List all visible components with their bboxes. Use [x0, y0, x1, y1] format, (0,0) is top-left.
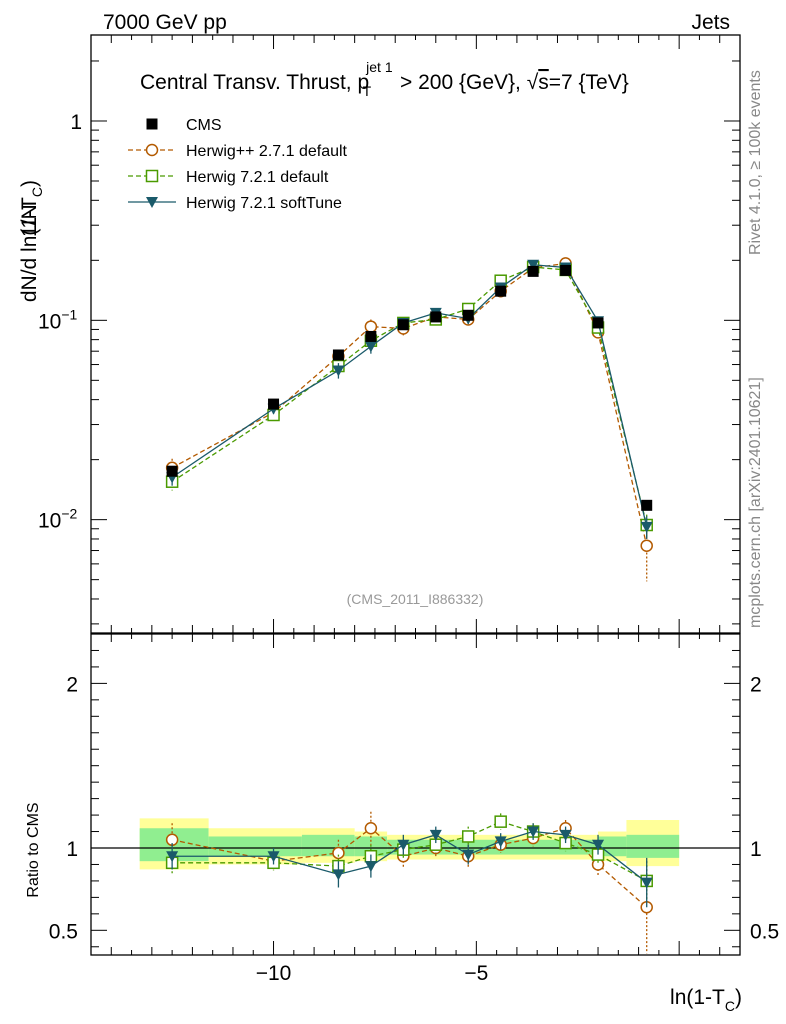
data-point — [640, 521, 653, 533]
y-tick-label: 1 — [70, 111, 82, 134]
data-point — [365, 330, 377, 342]
ratio-point — [527, 826, 540, 838]
rivet-label: Rivet 4.1.0, ≥ 100k events — [747, 70, 764, 255]
ratio-tick-label-right: 1 — [750, 838, 762, 861]
data-point — [332, 365, 345, 377]
legend-marker — [146, 118, 158, 130]
x-tick-label: −10 — [256, 962, 292, 985]
x-tick-label: −5 — [464, 962, 488, 985]
data-point — [364, 341, 377, 353]
ratio-y-axis-label: Ratio to CMS — [25, 802, 42, 897]
analysis-label: (CMS_2011_I886332) — [347, 591, 484, 607]
series-line — [171, 266, 648, 526]
data-point — [527, 265, 539, 277]
data-point — [560, 264, 572, 276]
data-point — [527, 259, 540, 271]
uncertainty-band-green — [208, 836, 302, 857]
uncertainty-band-green — [598, 836, 627, 857]
data-point — [332, 349, 344, 361]
data-point — [166, 465, 178, 477]
data-point — [462, 309, 474, 321]
data-point — [495, 285, 507, 297]
main-panel: 10−2 10−1 1 — [38, 34, 741, 955]
series-herwig-7-2-1-default — [165, 260, 653, 537]
uncertainty-band-green — [626, 834, 680, 858]
ratio-tick-label-right: 0.5 — [750, 920, 779, 943]
uncertainty-band-green — [301, 834, 355, 857]
ratio-point — [592, 839, 605, 851]
legend: CMS Herwig++ 2.7.1 default Herwig 7.2.1 de… — [128, 117, 348, 212]
legend-marker — [145, 143, 159, 157]
ratio-panel: −10 −5 0.5 0.5 1 1 2 2 — [49, 633, 779, 985]
series-herwig-2-7-1-default — [165, 257, 653, 582]
data-point — [364, 320, 378, 333]
series-line — [171, 262, 648, 546]
ratio-frame — [90, 633, 741, 956]
data-point — [640, 539, 653, 552]
x-axis-label: ln(1-TC) — [670, 986, 742, 1014]
ratio-point — [332, 846, 345, 860]
data-point — [592, 317, 604, 329]
ratio-series-herwig-7-2-1-softtune — [166, 823, 653, 908]
data-point — [397, 319, 409, 331]
ratio-point — [461, 830, 475, 843]
mcplots-label: mcplots.cern.ch [arXiv:2401.10621] — [747, 377, 764, 628]
series-herwig-7-2-1-softtune — [166, 259, 653, 539]
legend-marker — [145, 169, 159, 183]
ratio-line — [172, 830, 648, 884]
ratio-point — [429, 829, 442, 841]
y-tick-label: 10−2 — [38, 506, 78, 533]
ratio-point — [267, 851, 280, 863]
ratio-point — [462, 849, 475, 861]
ratio-tick-label-left: 1 — [66, 838, 78, 861]
data-point — [268, 398, 280, 410]
ratio-point — [397, 839, 410, 851]
ratio-point — [494, 836, 507, 848]
data-point — [641, 499, 653, 511]
ratio-point — [332, 869, 345, 881]
ratio-point — [640, 877, 653, 889]
ratio-point — [364, 861, 377, 873]
legend-label: Herwig 7.2.1 default — [186, 169, 329, 186]
data-point — [430, 311, 442, 323]
legend-marker — [146, 197, 158, 208]
ratio-tick-label-right: 2 — [750, 673, 762, 696]
y-tick-label: 10−1 — [38, 306, 78, 333]
ratio-point — [559, 829, 572, 841]
series-cms — [166, 264, 653, 511]
legend-label: Herwig++ 2.7.1 default — [186, 143, 348, 160]
header-left: 7000 GeV pp — [103, 11, 227, 34]
legend-label: CMS — [186, 117, 222, 134]
ratio-point — [364, 821, 378, 835]
legend-label: Herwig 7.2.1 softTune — [186, 195, 342, 212]
header-right: Jets — [691, 11, 730, 34]
ratio-point — [494, 815, 507, 828]
y-axis-label: dN/d ln(1-TC) — [18, 180, 45, 302]
series-line — [171, 264, 648, 528]
ratio-tick-label-left: 2 — [66, 673, 78, 696]
ratio-tick-label-left: 0.5 — [49, 920, 78, 943]
ratio-point — [166, 851, 179, 863]
y-axis-label-norm: 1/N — [18, 204, 41, 237]
